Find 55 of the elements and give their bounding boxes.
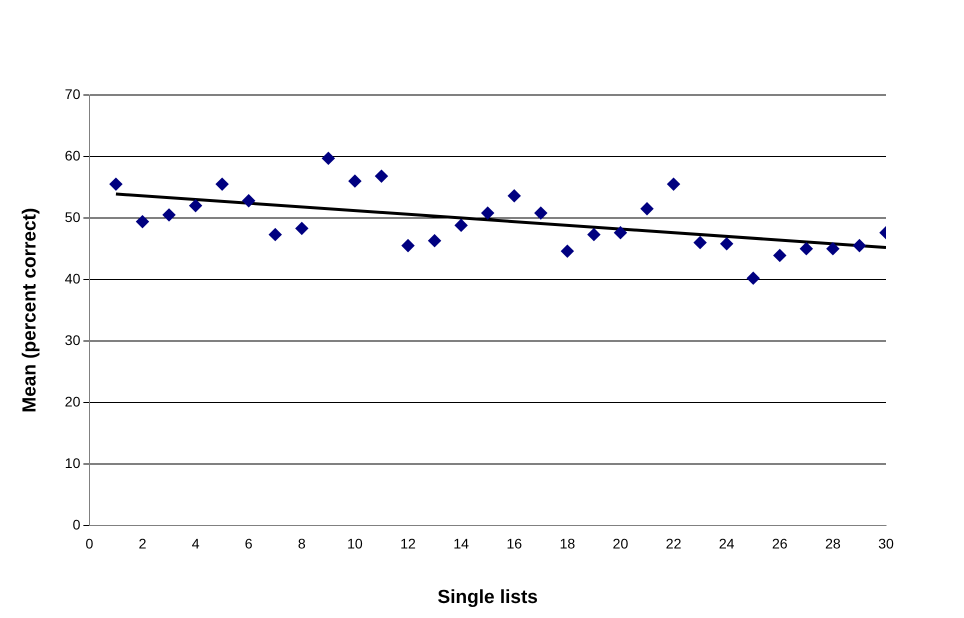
y-tick-label: 50 [64, 208, 81, 225]
point [454, 218, 468, 232]
point [534, 206, 548, 220]
x-axis-title: Single lists [438, 586, 538, 608]
x-tick-label: 22 [666, 536, 682, 552]
y-tick-label: 20 [64, 393, 81, 410]
x-tick-label: 28 [825, 536, 841, 552]
x-tick-label: 10 [347, 536, 363, 552]
point [614, 226, 627, 240]
point [481, 206, 494, 220]
y-tick-label: 60 [64, 147, 81, 164]
point [640, 202, 654, 216]
point [720, 237, 734, 250]
y-tick-label: 0 [72, 516, 81, 532]
point [189, 199, 202, 212]
point [746, 272, 760, 285]
y-tick-label: 30 [64, 332, 81, 348]
point [216, 178, 229, 191]
point [322, 152, 335, 165]
x-tick-label: 4 [192, 536, 200, 552]
point [587, 228, 600, 242]
x-tick-label: 8 [298, 536, 306, 552]
y-axis-title: Mean (percent correct) [20, 208, 41, 413]
point [242, 194, 256, 208]
x-tick-label: 0 [85, 536, 94, 552]
x-tick-label: 12 [400, 536, 416, 552]
y-tick-label: 10 [64, 454, 81, 471]
x-tick-label: 20 [612, 536, 628, 552]
point [560, 244, 574, 258]
point [773, 248, 786, 262]
point [694, 236, 707, 250]
point [852, 239, 866, 252]
y-tick-label: 40 [64, 270, 81, 286]
point [402, 239, 415, 252]
x-tick-label: 26 [772, 536, 788, 552]
point [268, 228, 282, 242]
x-tick-label: 2 [138, 536, 147, 552]
point [428, 234, 442, 248]
x-tick-label: 18 [560, 536, 576, 552]
point [800, 242, 813, 256]
point [295, 222, 308, 235]
x-tick-label: 24 [718, 536, 735, 552]
point [162, 208, 176, 222]
point [374, 170, 388, 183]
y-tick-label: 70 [64, 86, 81, 102]
point [109, 178, 122, 191]
x-tick-label: 30 [878, 536, 894, 552]
x-tick-label: 14 [453, 536, 470, 552]
point [508, 189, 521, 202]
point [826, 242, 840, 256]
point [348, 174, 362, 188]
x-tick-label: 16 [506, 536, 522, 552]
point [136, 215, 149, 228]
point [667, 178, 680, 191]
x-tick-label: 6 [244, 536, 253, 552]
